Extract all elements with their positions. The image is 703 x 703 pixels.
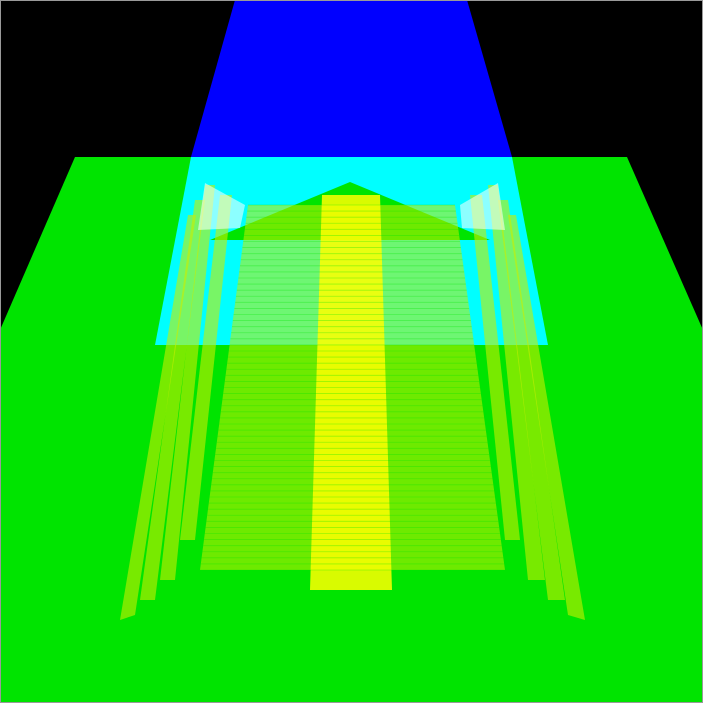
highlight-right (460, 183, 505, 230)
panel-strip-right (508, 215, 585, 620)
panel-strip-right (470, 195, 520, 540)
panel-strip-left (160, 185, 215, 580)
panel-strip-left (140, 200, 205, 600)
panel-strip-right (488, 185, 545, 580)
panel-strip-right (498, 200, 565, 600)
panel-array-center (310, 195, 392, 590)
highlight-left (198, 183, 245, 230)
solar-panel-grid (120, 183, 585, 620)
panel-strip-left (180, 195, 232, 540)
light-beam (191, 0, 512, 157)
panel-strip-left (120, 215, 196, 620)
